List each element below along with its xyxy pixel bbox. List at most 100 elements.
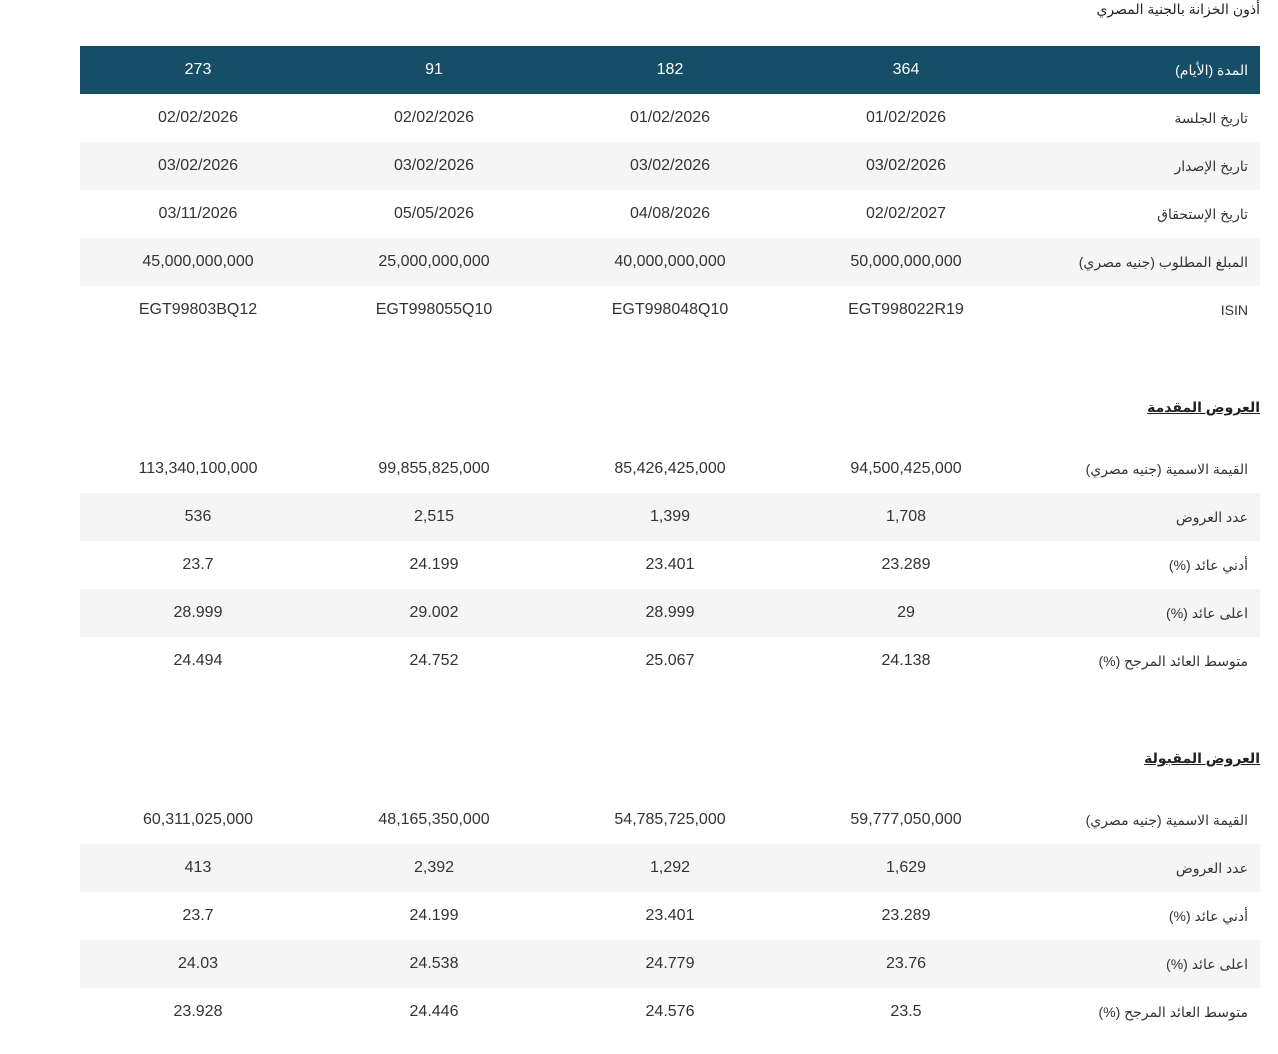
- table-row: تاريخ الإستحقاق 02/02/2027 04/08/2026 05…: [80, 190, 1260, 238]
- table-cell: 25.067: [645, 652, 695, 669]
- table-cell: 04/08/2026: [629, 205, 711, 222]
- row-label: تاريخ الجلسة: [1174, 109, 1248, 126]
- table-cell: 03/02/2026: [788, 142, 1024, 190]
- table-cell: 60,311,025,000: [142, 811, 254, 828]
- table-cell: 02/02/2027: [865, 205, 947, 222]
- table-row: ISIN EGT998022R19 EGT998048Q10 EGT998055…: [80, 286, 1260, 334]
- accepted-bids-title: العروض المقبولة: [1144, 750, 1260, 766]
- table-cell: 23.928: [173, 1003, 223, 1020]
- table-cell: 59,777,050,000: [850, 811, 962, 828]
- table-cell: 03/02/2026: [552, 142, 788, 190]
- accepted-bids-table: القيمة الاسمية (جنيه مصري) 59,777,050,00…: [80, 796, 1260, 1036]
- row-label: اعلى عائد (%): [1024, 589, 1260, 637]
- row-label: اعلى عائد (%): [1024, 940, 1260, 988]
- table-cell: 99,855,825,000: [378, 460, 490, 477]
- table-cell: 23.5: [890, 1003, 922, 1020]
- table-row: اعلى عائد (%) 23.76 24.779 24.538 24.03: [80, 940, 1260, 988]
- table-cell: 01/02/2026: [865, 109, 947, 126]
- table-cell: 24.494: [173, 652, 223, 669]
- tenor-header-cell: 91: [316, 46, 552, 94]
- table-row: اعلى عائد (%) 29 28.999 29.002 28.999: [80, 589, 1260, 637]
- table-cell: 02/02/2026: [157, 109, 239, 126]
- table-row: متوسط العائد المرجح (%) 23.5 24.576 24.4…: [80, 988, 1260, 1036]
- table-cell: 23.7: [182, 907, 214, 924]
- table-cell: 29: [788, 589, 1024, 637]
- table-cell: 05/05/2026: [393, 205, 475, 222]
- table-cell: 94,500,425,000: [850, 460, 962, 477]
- table-cell: 25,000,000,000: [316, 238, 552, 286]
- table-cell: 03/02/2026: [80, 142, 316, 190]
- table-row: أدني عائد (%) 23.289 23.401 24.199 23.7: [80, 541, 1260, 589]
- row-label: أدني عائد (%): [1168, 907, 1248, 924]
- offered-bids-table: القيمة الاسمية (جنيه مصري) 94,500,425,00…: [80, 445, 1260, 685]
- table-cell: 23.76: [788, 940, 1024, 988]
- table-cell: 28.999: [552, 589, 788, 637]
- table-row: تاريخ الإصدار 03/02/2026 03/02/2026 03/0…: [80, 142, 1260, 190]
- table-cell: 2,515: [316, 493, 552, 541]
- table-cell: 413: [80, 844, 316, 892]
- table-cell: 536: [80, 493, 316, 541]
- table-cell: 02/02/2026: [393, 109, 475, 126]
- table-row: المبلغ المطلوب (جنيه مصري) 50,000,000,00…: [80, 238, 1260, 286]
- row-label: القيمة الاسمية (جنيه مصري): [1085, 811, 1248, 828]
- tenor-header-label: المدة (الأيام): [1024, 46, 1260, 94]
- row-label: متوسط العائد المرجح (%): [1098, 652, 1248, 669]
- table-row: القيمة الاسمية (جنيه مصري) 59,777,050,00…: [80, 796, 1260, 844]
- table-cell: 24.138: [881, 652, 931, 669]
- table-cell: 45,000,000,000: [80, 238, 316, 286]
- table-cell: 24.199: [409, 907, 459, 924]
- row-label: متوسط العائد المرجح (%): [1098, 1003, 1248, 1020]
- table-cell: 23.7: [182, 556, 214, 573]
- table-cell: 24.538: [316, 940, 552, 988]
- row-label: القيمة الاسمية (جنيه مصري): [1085, 460, 1248, 477]
- table-cell: EGT998048Q10: [611, 301, 729, 318]
- table-cell: 24.446: [409, 1003, 459, 1020]
- row-label: تاريخ الإصدار: [1024, 142, 1260, 190]
- table-cell: 29.002: [316, 589, 552, 637]
- row-label: ISIN: [1220, 302, 1248, 318]
- row-label: عدد العروض: [1024, 844, 1260, 892]
- table-row: أدني عائد (%) 23.289 23.401 24.199 23.7: [80, 892, 1260, 940]
- table-cell: 48,165,350,000: [378, 811, 490, 828]
- page-title: أذون الخزانة بالجنية المصري: [1096, 1, 1260, 17]
- table-cell: EGT998022R19: [848, 301, 964, 318]
- table-cell: 40,000,000,000: [552, 238, 788, 286]
- table-cell: 23.289: [881, 907, 931, 924]
- table-row: عدد العروض 1,629 1,292 2,392 413: [80, 844, 1260, 892]
- table-cell: 23.289: [881, 556, 931, 573]
- table-cell: 03/11/2026: [158, 205, 238, 222]
- tenor-header-cell: 364: [788, 46, 1024, 94]
- tenor-header-cell: 182: [552, 46, 788, 94]
- table-row: عدد العروض 1,708 1,399 2,515 536: [80, 493, 1260, 541]
- table-cell: 54,785,725,000: [614, 811, 726, 828]
- table-cell: 50,000,000,000: [788, 238, 1024, 286]
- table-cell: 1,292: [552, 844, 788, 892]
- row-label: المبلغ المطلوب (جنيه مصري): [1024, 238, 1260, 286]
- table-cell: 03/02/2026: [316, 142, 552, 190]
- table-cell: 85,426,425,000: [614, 460, 726, 477]
- table-cell: 24.779: [552, 940, 788, 988]
- table-cell: EGT998055Q10: [375, 301, 493, 318]
- table-cell: 24.199: [409, 556, 459, 573]
- offered-bids-title: العروض المقدمة: [1147, 399, 1260, 415]
- table-row: متوسط العائد المرجح (%) 24.138 25.067 24…: [80, 637, 1260, 685]
- table-cell: 23.401: [645, 907, 695, 924]
- tenor-header-cell: 273: [80, 46, 316, 94]
- table-cell: 1,399: [552, 493, 788, 541]
- table-cell: EGT99803BQ12: [138, 301, 258, 318]
- table-cell: 1,708: [788, 493, 1024, 541]
- table-cell: 23.401: [645, 556, 695, 573]
- row-label: عدد العروض: [1024, 493, 1260, 541]
- table-cell: 24.03: [80, 940, 316, 988]
- table-cell: 01/02/2026: [629, 109, 711, 126]
- table-cell: 24.576: [645, 1003, 695, 1020]
- table-cell: 24.752: [409, 652, 459, 669]
- table-row: القيمة الاسمية (جنيه مصري) 94,500,425,00…: [80, 445, 1260, 493]
- table-cell: 113,340,100,000: [138, 460, 258, 477]
- table-cell: 1,629: [788, 844, 1024, 892]
- auction-details-table: المدة (الأيام) 364 182 91 273 تاريخ الجل…: [80, 46, 1260, 334]
- table-row: تاريخ الجلسة 01/02/2026 01/02/2026 02/02…: [80, 94, 1260, 142]
- table-cell: 28.999: [80, 589, 316, 637]
- row-label: تاريخ الإستحقاق: [1157, 205, 1248, 222]
- table-cell: 2,392: [316, 844, 552, 892]
